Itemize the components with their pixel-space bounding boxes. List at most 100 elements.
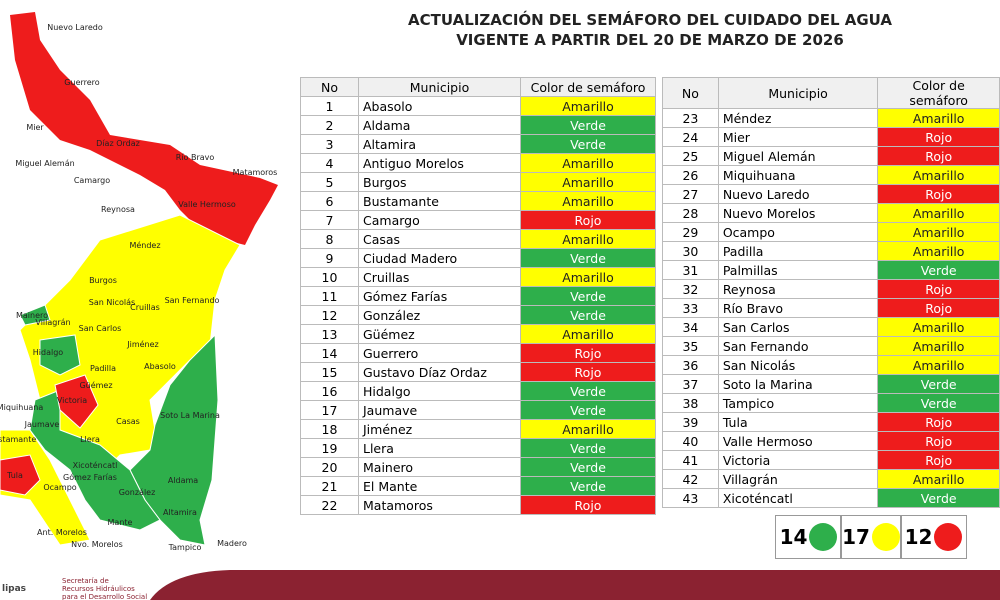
summary-box: 14 [775, 515, 842, 559]
table-row: 41 Victoria Rojo [662, 450, 1000, 470]
map-label: Burgos [89, 276, 117, 285]
cell: Victoria [717, 450, 879, 470]
cell: 26 [662, 165, 719, 185]
cell: Abasolo [358, 96, 521, 116]
cell: 43 [662, 488, 719, 508]
cell: 13 [300, 324, 359, 344]
municipality-table: No Municipio Color de semáforo 1 Abasolo Amar… [300, 77, 656, 515]
column-header: No [300, 77, 359, 97]
status-cell: Rojo [877, 450, 1000, 470]
cell: Burgos [358, 172, 521, 192]
map-label: Mainero [16, 311, 48, 320]
cell: Antiguo Morelos [358, 153, 521, 173]
status-cell: Amarillo [877, 355, 1000, 375]
map-label: Méndez [129, 240, 160, 250]
cell: Aldama [358, 115, 521, 135]
map-label: Victoria [57, 396, 87, 405]
table-row: 10 Cruillas Amarillo [300, 267, 656, 287]
title: ACTUALIZACIÓN DEL SEMÁFORO DEL CUIDADO D… [300, 10, 1000, 50]
table-row: 35 San Fernando Amarillo [662, 336, 1000, 356]
cell: 5 [300, 172, 359, 192]
cell: San Carlos [717, 317, 879, 337]
status-cell: Amarillo [877, 317, 1000, 337]
cell: González [358, 305, 521, 325]
table-row: 24 Mier Rojo [662, 127, 1000, 147]
status-cell: Rojo [877, 431, 1000, 451]
title-line: ACTUALIZACIÓN DEL SEMÁFORO DEL CUIDADO D… [408, 11, 892, 29]
cell: Reynosa [717, 279, 879, 299]
cell: 12 [300, 305, 359, 325]
table-row: 2 Aldama Verde [300, 115, 656, 135]
status-cell: Verde [520, 286, 656, 306]
status-cell: Amarillo [520, 324, 656, 344]
table-row: 26 Miquihuana Amarillo [662, 165, 1000, 185]
status-cell: Rojo [877, 146, 1000, 166]
status-cell: Rojo [877, 184, 1000, 204]
map-label: Jiménez [126, 339, 159, 349]
map-label: Nvo. Morelos [71, 540, 123, 549]
table-row: 18 Jiménez Amarillo [300, 419, 656, 439]
status-cell: Amarillo [877, 469, 1000, 489]
org-line: para el Desarrollo Social [62, 593, 148, 600]
table-row: 15 Gustavo Díaz Ordaz Rojo [300, 362, 656, 382]
status-cell: Amarillo [877, 108, 1000, 128]
municipality-table: No Municipio Color de semáforo 23 Méndez Amar… [662, 77, 1000, 508]
cell: Llera [358, 438, 521, 458]
column-header: Color de semáforo [877, 77, 1000, 109]
cell: Tula [717, 412, 879, 432]
cell: El Mante [358, 476, 521, 496]
cell: Nuevo Laredo [717, 184, 879, 204]
table-row: 42 Villagrán Amarillo [662, 469, 1000, 489]
region-green [39, 334, 81, 376]
cell: 36 [662, 355, 719, 375]
summary-count: 12 [904, 525, 933, 549]
cell: Xicoténcatl [717, 488, 879, 508]
status-cell: Verde [520, 381, 656, 401]
cell: 27 [662, 184, 719, 204]
status-cell: Amarillo [520, 229, 656, 249]
status-cell: Amarillo [877, 241, 1000, 261]
table-row: 38 Tampico Verde [662, 393, 1000, 413]
map-label: Jaumave [24, 420, 60, 429]
table-row: 3 Altamira Verde [300, 134, 656, 154]
map-label: Nuevo Laredo [47, 23, 103, 32]
map-label: Abasolo [144, 362, 176, 371]
cell: 20 [300, 457, 359, 477]
table-row: 40 Valle Hermoso Rojo [662, 431, 1000, 451]
region-red [10, 12, 278, 245]
cell: San Fernando [717, 336, 879, 356]
cell: 17 [300, 400, 359, 420]
map-label: San Fernando [165, 296, 220, 305]
cell: Ocampo [717, 222, 879, 242]
region-green [29, 389, 161, 531]
cell: Gómez Farías [358, 286, 521, 306]
map-label: Ocampo [43, 483, 76, 492]
table-row: 37 Soto la Marina Verde [662, 374, 1000, 394]
status-cell: Rojo [877, 127, 1000, 147]
header-row: No Municipio Color de semáforo [662, 77, 1000, 109]
summary-box: 12 [900, 515, 967, 559]
cell: 14 [300, 343, 359, 363]
band-shape [150, 570, 1000, 600]
cell: Mainero [358, 457, 521, 477]
table-row: 30 Padilla Amarillo [662, 241, 1000, 261]
cell: San Nicolás [717, 355, 879, 375]
map-label: González [119, 488, 156, 497]
cell: 10 [300, 267, 359, 287]
table-row: 14 Guerrero Rojo [300, 343, 656, 363]
cell: 18 [300, 419, 359, 439]
cell: 28 [662, 203, 719, 223]
map-label: Camargo [74, 176, 110, 185]
cell: 1 [300, 96, 359, 116]
table-row: 13 Güémez Amarillo [300, 324, 656, 344]
table-row: 1 Abasolo Amarillo [300, 96, 656, 116]
cell: 8 [300, 229, 359, 249]
status-cell: Amarillo [520, 419, 656, 439]
map-label: Valle Hermoso [178, 200, 236, 209]
map-label: Madero [217, 539, 247, 548]
map-label: Bustamante [0, 435, 36, 444]
cell: 29 [662, 222, 719, 242]
cell: Camargo [358, 210, 521, 230]
summary-count: 14 [779, 525, 808, 549]
